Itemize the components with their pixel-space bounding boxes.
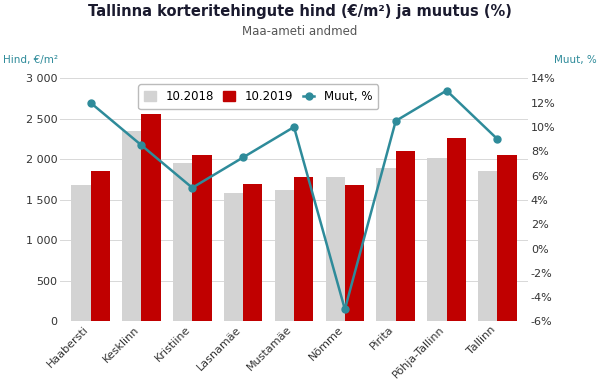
Bar (243, 184, 262, 321)
Bar (173, 163, 192, 321)
Bar (478, 171, 497, 321)
Muut, % (290, 125, 298, 129)
Text: Maa-ameti andmed: Maa-ameti andmed (242, 25, 358, 38)
Text: Muut, %: Muut, % (554, 54, 597, 65)
Bar (497, 155, 517, 321)
Bar (122, 131, 142, 321)
Bar (446, 138, 466, 321)
Bar (326, 177, 345, 321)
Muut, % (87, 100, 94, 105)
Legend: 10.2018, 10.2019, Muut, %: 10.2018, 10.2019, Muut, % (139, 84, 378, 109)
Line: Muut, %: Muut, % (87, 87, 501, 313)
Text: © Tõnu Toompark, ADAUR.EE: © Tõnu Toompark, ADAUR.EE (5, 376, 157, 386)
Bar (224, 193, 243, 321)
Muut, % (392, 118, 400, 123)
Muut, % (494, 137, 501, 142)
Muut, % (341, 307, 349, 312)
Muut, % (239, 155, 247, 160)
Bar (192, 155, 212, 321)
Bar (91, 171, 110, 321)
Bar (345, 185, 364, 321)
Bar (376, 167, 396, 321)
Text: Tallinna korteritehingute hind (€/m²) ja muutus (%): Tallinna korteritehingute hind (€/m²) ja… (88, 4, 512, 19)
Bar (142, 114, 161, 321)
Muut, % (188, 185, 196, 190)
Bar (427, 158, 446, 321)
Bar (71, 185, 91, 321)
Bar (396, 151, 415, 321)
Muut, % (138, 143, 145, 147)
Text: Hind, €/m²: Hind, €/m² (3, 54, 58, 65)
Bar (294, 177, 313, 321)
Bar (275, 190, 294, 321)
Muut, % (443, 88, 450, 93)
